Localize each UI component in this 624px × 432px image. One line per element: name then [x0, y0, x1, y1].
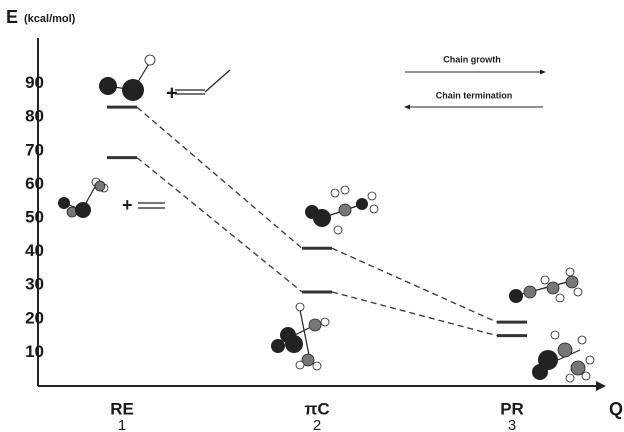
x-tick-number: 2 — [313, 417, 321, 432]
arrow-head — [540, 70, 546, 75]
chart: E (kcal/mol) Q Chain growth Chain termin… — [0, 0, 624, 432]
y-tick-label: 20 — [25, 308, 44, 327]
annotation: Chain termination — [436, 90, 513, 100]
y-tick-label: 80 — [25, 107, 44, 126]
x-axis-arrow — [596, 381, 606, 391]
x-tick-label: πC — [304, 399, 329, 418]
connector — [137, 158, 302, 292]
x-tick-label: PR — [500, 399, 524, 418]
y-tick-label: 50 — [25, 208, 44, 227]
molecule — [99, 55, 230, 101]
y-tick-label: 30 — [25, 275, 44, 294]
arrow-head — [404, 105, 410, 110]
annotation: Chain growth — [443, 54, 501, 64]
x-tick-number: 3 — [508, 417, 516, 432]
y-axis-label: E — [6, 7, 18, 27]
x-axis-label: Q — [609, 399, 623, 419]
y-tick-label: 70 — [25, 140, 44, 159]
y-tick-label: 90 — [25, 73, 44, 92]
connector — [332, 248, 497, 322]
plus-sign: + — [166, 82, 178, 104]
x-tick-label: RE — [110, 399, 134, 418]
y-tick-label: 40 — [25, 241, 44, 260]
y-tick-label: 10 — [25, 342, 44, 361]
molecule — [271, 303, 329, 370]
y-tick-label: 60 — [25, 174, 44, 193]
y-axis-unit: (kcal/mol) — [24, 13, 76, 25]
molecule — [509, 268, 582, 303]
molecule — [58, 178, 165, 218]
x-tick-number: 1 — [118, 417, 126, 432]
connector — [332, 292, 497, 336]
molecule — [532, 331, 594, 382]
molecule — [305, 186, 378, 234]
plus-sign: + — [122, 195, 133, 215]
